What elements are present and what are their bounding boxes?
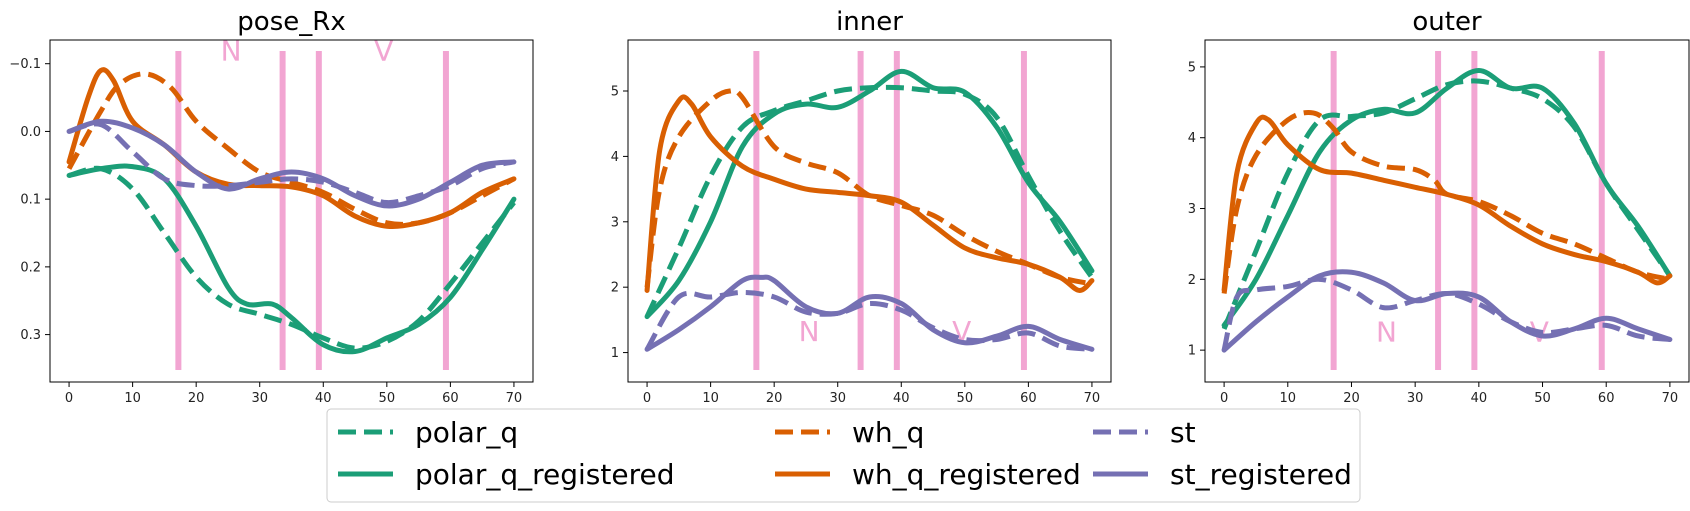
x-tick-label: 10 (124, 391, 141, 406)
x-tick-label: 20 (766, 391, 783, 406)
legend: polar_q polar_q_registered wh_q wh_q_regist… (326, 408, 1361, 503)
x-tick-label: 30 (829, 391, 846, 406)
y-tick-label: 0.1 (20, 193, 41, 208)
chart-title: inner (836, 7, 903, 37)
legend-entry-polar-q-registered: polar_q_registered (338, 458, 675, 491)
series-lines (1221, 67, 1673, 353)
y-axis: 1 2 3 4 5 (611, 85, 628, 361)
x-tick-label: 10 (1280, 391, 1297, 406)
x-tick-label: 50 (379, 391, 396, 406)
x-tick-label: 10 (702, 391, 719, 406)
y-tick-label: 5 (611, 85, 619, 100)
subplots: pose_RxN V0 10 20 30 40 50 60 70−0.10.00.10.20.3… (9, 7, 1690, 406)
x-tick-label: 70 (1662, 391, 1679, 406)
x-tick-label: 20 (1343, 391, 1360, 406)
series-line-st (644, 289, 1093, 352)
series-line-st-registered (1221, 269, 1673, 353)
plot-frame (49, 39, 534, 383)
series-line-st-registered (644, 274, 1095, 352)
y-tick-label: 0.2 (20, 260, 41, 275)
y-tick-label: 3 (1188, 202, 1196, 217)
series-line-st-registered (66, 118, 517, 209)
x-tick-label: 60 (1020, 391, 1037, 406)
annotation-v: V (374, 34, 393, 67)
series-line-wh-q (644, 87, 1093, 288)
y-axis: 1 2 3 4 5 (1188, 60, 1205, 359)
legend-label: polar_q (415, 416, 518, 449)
y-tick-label: 0.3 (20, 328, 41, 343)
series-lines (66, 67, 517, 355)
marker-lines (175, 51, 449, 370)
annotation-n: N (799, 315, 820, 348)
series-line-polar-q (644, 84, 1094, 318)
chart-title: outer (1412, 7, 1482, 37)
x-tick-label: 50 (957, 391, 974, 406)
x-tick-label: 20 (188, 391, 205, 406)
y-tick-label: −0.1 (9, 57, 41, 72)
x-tick-label: 60 (1598, 391, 1615, 406)
annotation-n: N (221, 34, 242, 67)
series-line-polar-q-registered (1221, 67, 1673, 328)
series-line-wh-q (1221, 110, 1671, 294)
x-tick-label: 30 (251, 391, 268, 406)
x-tick-label: 70 (506, 391, 523, 406)
x-tick-label: 40 (315, 391, 332, 406)
x-tick-label: 0 (1220, 391, 1228, 406)
legend-entry-st-registered: st_registered (1093, 458, 1352, 491)
legend-label: wh_q (852, 416, 924, 449)
series-line-polar-q-registered (644, 68, 1095, 320)
plot-frame (627, 39, 1112, 383)
y-tick-label: 0.0 (20, 125, 41, 140)
legend-label: wh_q_registered (852, 458, 1081, 491)
legend-label: st_registered (1170, 458, 1352, 491)
series-line-wh-q-registered (644, 94, 1095, 293)
x-tick-label: 0 (643, 391, 651, 406)
legend-entry-wh-q: wh_q (775, 416, 924, 449)
legend-label: polar_q_registered (415, 458, 675, 491)
legend-label: st (1170, 416, 1196, 449)
marker-lines (753, 51, 1027, 370)
x-tick-label: 40 (893, 391, 910, 406)
x-tick-label: 40 (1471, 391, 1488, 406)
y-tick-label: 2 (611, 281, 619, 296)
x-tick-label: 50 (1534, 391, 1551, 406)
series-line-polar-q-registered (66, 163, 517, 355)
y-tick-label: 4 (611, 150, 619, 165)
x-tick-label: 60 (442, 391, 459, 406)
chart-title: pose_Rx (237, 7, 345, 37)
series-line-wh-q-registered (66, 67, 517, 230)
x-axis: 0 10 20 30 40 50 60 70 (65, 382, 522, 406)
x-tick-label: 0 (65, 391, 73, 406)
x-axis: 0 10 20 30 40 50 60 70 (643, 382, 1100, 406)
series-line-polar-q (68, 165, 516, 351)
y-tick-label: 3 (611, 215, 619, 230)
y-tick-label: 1 (1188, 344, 1196, 359)
y-tick-label: 2 (1188, 273, 1196, 288)
y-tick-label: 4 (1188, 131, 1196, 146)
x-tick-label: 30 (1407, 391, 1424, 406)
series-line-wh-q-registered (1221, 114, 1673, 293)
series-lines (644, 68, 1095, 352)
subplot-pose-rx: pose_RxN V 0 10 20 30 40 50 60 70 −0.1 0.0 0.1 0.2 0.3 (9, 7, 534, 406)
y-tick-label: 5 (1188, 60, 1196, 75)
y-axis: −0.1 0.0 0.1 0.2 0.3 (9, 57, 50, 343)
annotation-n: N (1376, 316, 1397, 349)
x-tick-label: 70 (1084, 391, 1101, 406)
x-axis: 0 10 20 30 40 50 60 70 (1220, 382, 1678, 406)
legend-entry-st: st (1093, 416, 1196, 449)
y-tick-label: 1 (611, 346, 619, 361)
plot-frame (1204, 39, 1690, 383)
legend-entry-wh-q-registered: wh_q_registered (775, 458, 1081, 491)
legend-entry-polar-q: polar_q (338, 416, 518, 449)
